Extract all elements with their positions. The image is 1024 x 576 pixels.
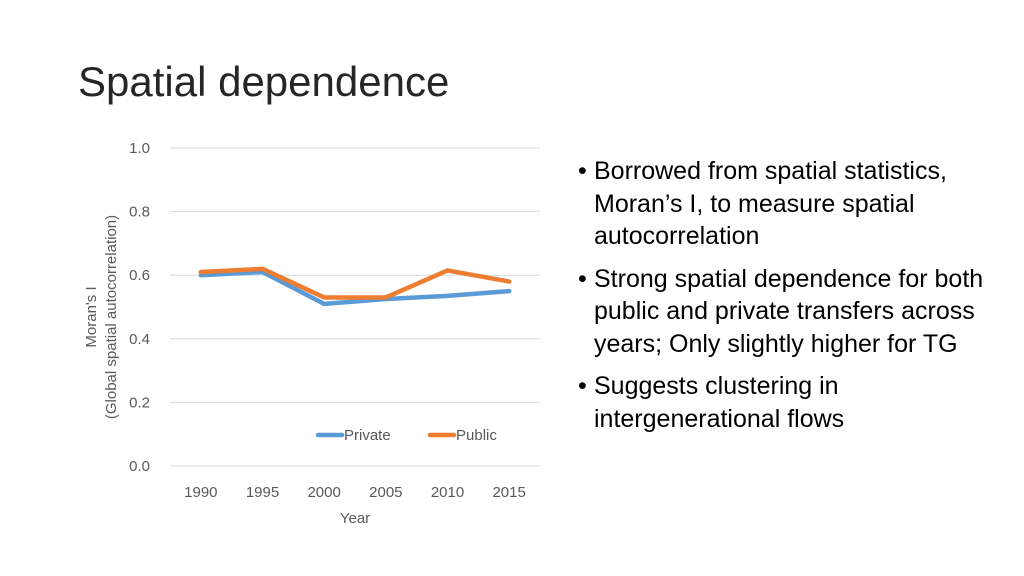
slide-title: Spatial dependence bbox=[78, 58, 450, 105]
y-axis-label-line-1: Moran's I bbox=[83, 286, 100, 347]
x-axis-label: Year bbox=[340, 510, 370, 527]
y-tick-label: 1.0 bbox=[129, 140, 150, 157]
data-point-public bbox=[322, 295, 327, 300]
data-point-public bbox=[260, 266, 265, 271]
legend: Private Public bbox=[315, 427, 497, 444]
data-point-public bbox=[383, 295, 388, 300]
x-tick-labels: 1990 1995 2000 2005 2010 2015 bbox=[184, 484, 526, 501]
line-chart: 0.0 0.2 0.4 0.6 0.8 1.0 1990 1995 2000 2005 2010 2… bbox=[83, 140, 540, 527]
series-line-public bbox=[198, 266, 512, 300]
data-point-public bbox=[198, 270, 203, 275]
y-tick-label: 0.8 bbox=[129, 204, 150, 221]
x-tick-label: 2000 bbox=[307, 484, 340, 501]
y-tick-label: 0.4 bbox=[129, 331, 150, 348]
data-point-private bbox=[322, 301, 327, 306]
y-tick-labels: 0.0 0.2 0.4 0.6 0.8 1.0 bbox=[129, 140, 150, 475]
data-point-private bbox=[445, 293, 450, 298]
x-tick-label: 2005 bbox=[369, 484, 402, 501]
y-tick-label: 0.0 bbox=[129, 458, 150, 475]
bullet-list: Borrowed from spatial statistics, Moran’… bbox=[578, 155, 998, 445]
bullet-item: Suggests clustering in intergenerational… bbox=[578, 370, 998, 435]
data-point-private bbox=[507, 289, 512, 294]
series-line-private bbox=[198, 269, 512, 307]
legend-label-private: Private bbox=[344, 427, 391, 444]
y-axis-label-line-2: (Global spatial autocorrelation) bbox=[103, 215, 120, 419]
bullet-item: Strong spatial dependence for both publi… bbox=[578, 263, 998, 361]
series-lines bbox=[198, 266, 512, 307]
y-tick-label: 0.6 bbox=[129, 267, 150, 284]
x-tick-label: 1990 bbox=[184, 484, 217, 501]
data-point-public bbox=[445, 268, 450, 273]
y-tick-label: 0.2 bbox=[129, 394, 150, 411]
legend-label-public: Public bbox=[456, 427, 497, 444]
bullet-item: Borrowed from spatial statistics, Moran’… bbox=[578, 155, 998, 253]
gridlines bbox=[170, 147, 540, 467]
data-point-public bbox=[507, 279, 512, 284]
x-tick-label: 1995 bbox=[246, 484, 279, 501]
x-tick-label: 2015 bbox=[492, 484, 525, 501]
x-tick-label: 2010 bbox=[431, 484, 464, 501]
